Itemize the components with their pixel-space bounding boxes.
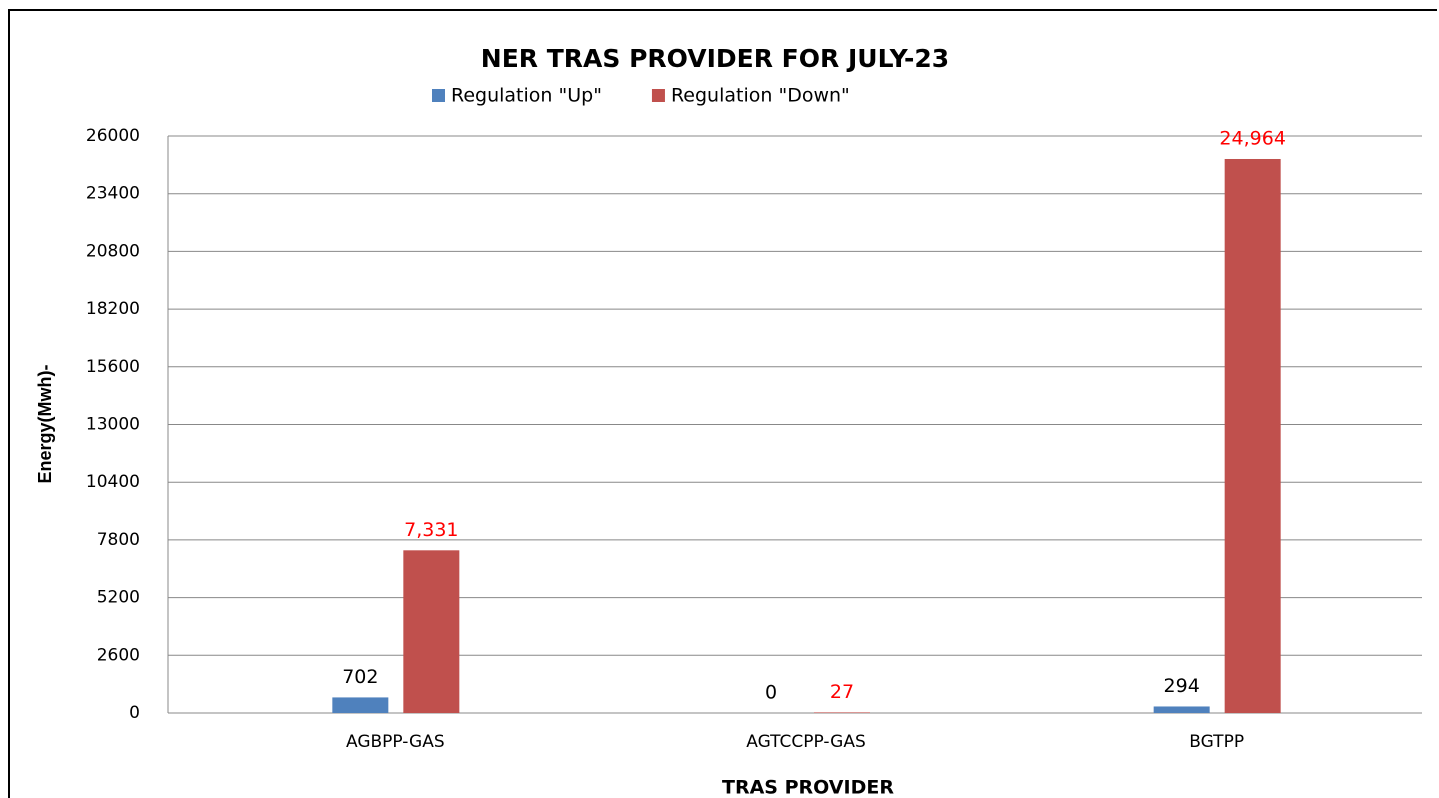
y-tick-label: 0 — [129, 703, 140, 723]
y-tick-label: 23400 — [86, 184, 140, 204]
legend-swatch — [651, 89, 665, 102]
bar — [403, 550, 460, 713]
x-tick-label: AGTCCPP-GAS — [746, 732, 866, 752]
data-label: 24,964 — [1219, 127, 1285, 149]
y-tick-label: 10400 — [86, 472, 140, 492]
chart-frame — [8, 9, 1437, 798]
y-tick-label: 2600 — [97, 645, 140, 665]
data-label: 27 — [830, 681, 854, 703]
y-tick-label: 20800 — [86, 241, 140, 261]
bar — [332, 697, 389, 713]
y-tick-label: 5200 — [97, 588, 140, 608]
y-axis-title: Energy(Mwh)- — [35, 364, 55, 483]
data-label: 7,331 — [404, 519, 458, 541]
data-label: 702 — [342, 666, 378, 688]
bar — [1224, 158, 1281, 714]
y-tick-label: 26000 — [86, 126, 140, 146]
legend-swatch — [432, 89, 445, 102]
data-label: 294 — [1164, 675, 1200, 697]
x-axis-title: TRAS PROVIDER — [722, 777, 894, 798]
x-tick-label: AGBPP-GAS — [346, 732, 445, 752]
bar — [1153, 706, 1210, 713]
x-tick-label: BGTPP — [1189, 732, 1244, 752]
y-tick-label: 13000 — [86, 415, 140, 435]
bar — [814, 712, 870, 713]
legend-label: Regulation "Up" — [451, 85, 602, 107]
chart-title: NER TRAS PROVIDER FOR JULY-23 — [481, 44, 949, 73]
legend-label: Regulation "Down" — [671, 85, 850, 107]
y-tick-label: 15600 — [86, 357, 140, 377]
y-tick-label: 7800 — [97, 530, 140, 550]
data-label: 0 — [765, 682, 777, 704]
y-tick-label: 18200 — [86, 299, 140, 319]
